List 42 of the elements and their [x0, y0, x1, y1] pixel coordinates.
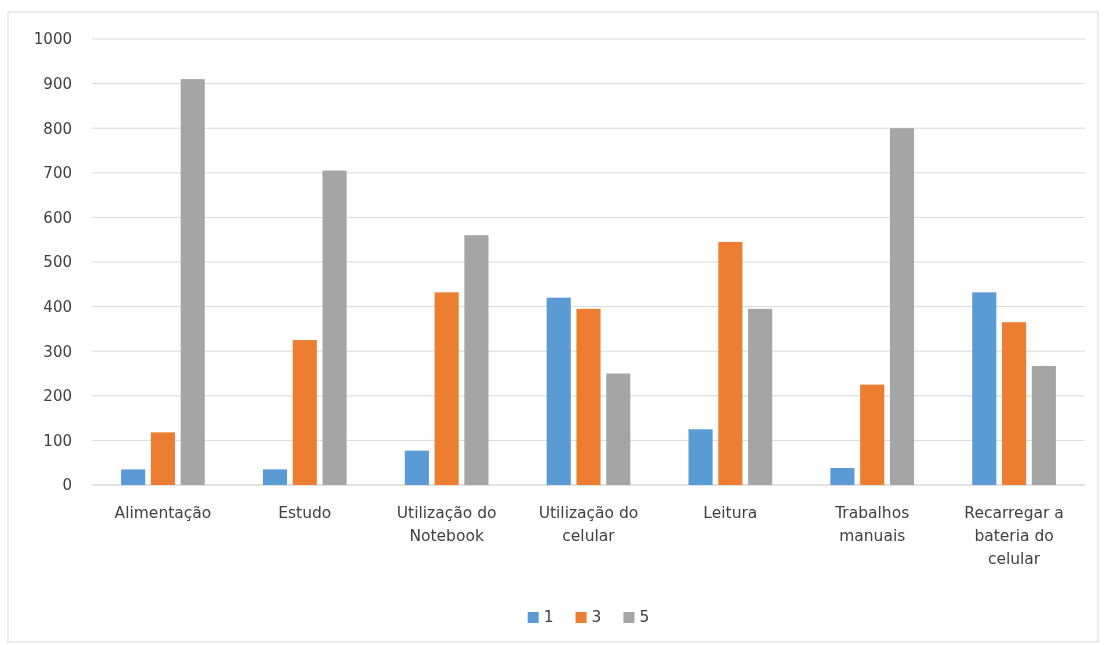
- y-tick-label: 1000: [33, 30, 72, 49]
- bar: [292, 340, 317, 485]
- x-tick-label: Utilização do Notebook: [396, 504, 497, 545]
- x-tick-label: Utilização do celular: [538, 504, 639, 545]
- bar: [972, 292, 997, 485]
- y-tick-label: 800: [43, 119, 72, 138]
- bar: [606, 373, 631, 485]
- bar: [121, 469, 146, 485]
- bar: [262, 469, 288, 485]
- bar: [464, 235, 489, 485]
- bar: [860, 384, 885, 485]
- x-tick-label: Leitura: [703, 504, 758, 522]
- y-tick-label: 700: [43, 164, 72, 183]
- x-tick-label: Estudo: [278, 504, 332, 522]
- legend-label: 3: [591, 608, 602, 626]
- x-tick-label: Alimentação: [114, 504, 212, 522]
- bar: [688, 429, 713, 485]
- bar: [322, 170, 347, 485]
- bar: [1002, 322, 1027, 485]
- y-tick-label: 600: [43, 208, 72, 227]
- x-tick-label: Recarregar a bateria do celular: [964, 504, 1064, 568]
- y-tick-label: 100: [43, 431, 72, 450]
- y-tick-label: 200: [43, 387, 72, 406]
- y-tick-label: 0: [62, 476, 72, 495]
- bar: [889, 128, 915, 485]
- bar: [576, 308, 601, 485]
- bar: [830, 468, 855, 485]
- bar: [434, 292, 459, 485]
- bar: [150, 432, 175, 485]
- legend-label: 1: [543, 608, 554, 626]
- y-tick-label: 900: [43, 74, 72, 93]
- y-tick-label: 400: [43, 297, 72, 316]
- bar: [546, 297, 571, 485]
- legend-label: 5: [639, 608, 650, 626]
- y-tick-label: 300: [43, 342, 72, 361]
- bar: [748, 308, 773, 485]
- bar: [404, 450, 429, 485]
- x-tick-label: Trabalhos manuais: [834, 504, 910, 545]
- bar: [1031, 365, 1056, 485]
- y-tick-label: 500: [43, 253, 72, 272]
- bar: [718, 241, 743, 485]
- bar: [180, 79, 205, 485]
